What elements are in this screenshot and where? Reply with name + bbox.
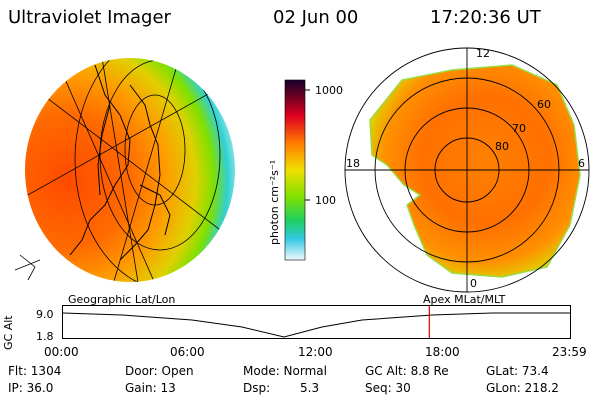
intensity-color-bar (284, 79, 310, 261)
colorbar-tick-100: 100 (315, 194, 336, 207)
observation-date: 02 Jun 00 (273, 7, 359, 28)
dsp-value: 5.3 (300, 381, 320, 395)
time-tick-0000: 00:00 (44, 345, 79, 359)
left-map-caption: Geographic Lat/Lon (68, 293, 176, 306)
left-map-disk (25, 58, 235, 282)
gc-altitude: GC Alt: 8.8 Re (365, 364, 449, 378)
altitude-tick-1-8: 1.8 (36, 330, 54, 343)
mlt-label-12: 12 (476, 47, 490, 60)
geographic-longitude: GLon: 218.2 (486, 381, 559, 395)
colorbar-tick-1000: 1000 (315, 84, 343, 97)
gain-value: Gain: 13 (125, 381, 176, 395)
ip-value: IP: 36.0 (8, 381, 54, 395)
coast-fragment (14, 254, 41, 281)
mlt-label-6: 6 (578, 157, 585, 170)
altitude-curve (62, 312, 571, 338)
mlat-label-70: 70 (512, 122, 526, 135)
altitude-axis-label: GC Alt (2, 315, 15, 350)
mlat-label-60: 60 (537, 98, 551, 111)
polar-aurora-region (369, 64, 581, 278)
observation-time: 17:20:36 UT (430, 7, 541, 28)
flight-number: Flt: 1304 (8, 364, 62, 378)
door-status: Door: Open (125, 364, 194, 378)
altitude-timeline-plot (62, 305, 571, 339)
geographic-auroral-map (14, 58, 235, 282)
altitude-tick-9: 9.0 (36, 308, 54, 321)
time-tick-2359: 23:59 (552, 345, 587, 359)
coastline-outline (69, 64, 171, 261)
sequence-number: Seq: 30 (365, 381, 411, 395)
mlat-label-80: 80 (495, 140, 509, 153)
colorbar-label: photon cm⁻²s⁻¹ (268, 159, 281, 245)
mode-status: Mode: Normal (243, 364, 327, 378)
dsp-label: Dsp: (243, 381, 271, 395)
time-tick-0600: 06:00 (170, 345, 205, 359)
mlt-label-18: 18 (346, 157, 360, 170)
instrument-title: Ultraviolet Imager (8, 7, 171, 28)
time-tick-1200: 12:00 (298, 345, 333, 359)
time-tick-1800: 18:00 (425, 345, 460, 359)
polar-mlat-mlt-map (344, 47, 590, 293)
right-map-caption: Apex MLat/MLT (423, 293, 506, 306)
mlt-label-0: 0 (470, 277, 477, 290)
geographic-latitude: GLat: 73.4 (486, 364, 549, 378)
